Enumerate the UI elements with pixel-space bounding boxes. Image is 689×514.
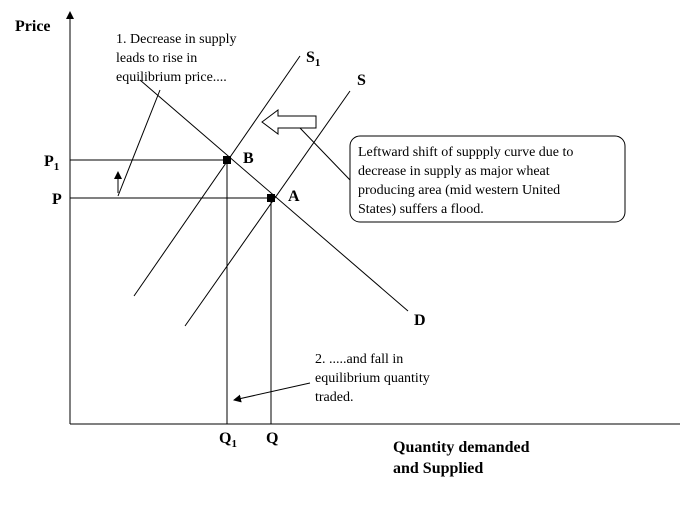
note-text: equilibrium quantity [315,371,430,386]
demand-label: D [414,312,426,329]
note-box [349,135,626,223]
note-text: 1. Decrease in supply [116,32,237,47]
shift-arrow [261,109,317,135]
x-axis-label: Quantity demanded [393,439,530,456]
subscript: 1 [315,57,321,69]
note-text: States) suffers a flood. [358,202,484,217]
price-label: P1 [44,153,59,173]
note-text: 2. .....and fall in [315,352,403,367]
subscript: 1 [54,161,60,173]
supply-curve [184,90,351,327]
quantity-label: Q [266,430,278,447]
note-text: leads to rise in [116,51,197,66]
price-label: P [52,191,62,208]
quantity-label: Q1 [219,430,237,450]
note-text: Leftward shift of suppply curve due to [358,145,573,160]
x-axis-label: and Supplied [393,460,483,477]
note-text: traded. [315,390,353,405]
new-supply-label: S1 [306,49,320,69]
pointer [299,127,351,181]
note-text: equilibrium price.... [116,70,227,85]
subscript: 1 [231,438,237,450]
label: S [306,49,315,66]
pointer [117,89,161,197]
note-text: producing area (mid western United [358,183,560,198]
label: Q [219,430,231,447]
note-text: decrease in supply as major wheat [358,164,550,179]
supply-label: S [357,72,366,89]
new-supply-curve [133,55,301,297]
y-axis-label: Price [15,18,51,35]
label: P [44,153,54,170]
point-label: B [243,150,254,167]
arrow [233,382,311,403]
point [267,194,275,202]
point-label: A [288,188,300,205]
point [223,156,231,164]
